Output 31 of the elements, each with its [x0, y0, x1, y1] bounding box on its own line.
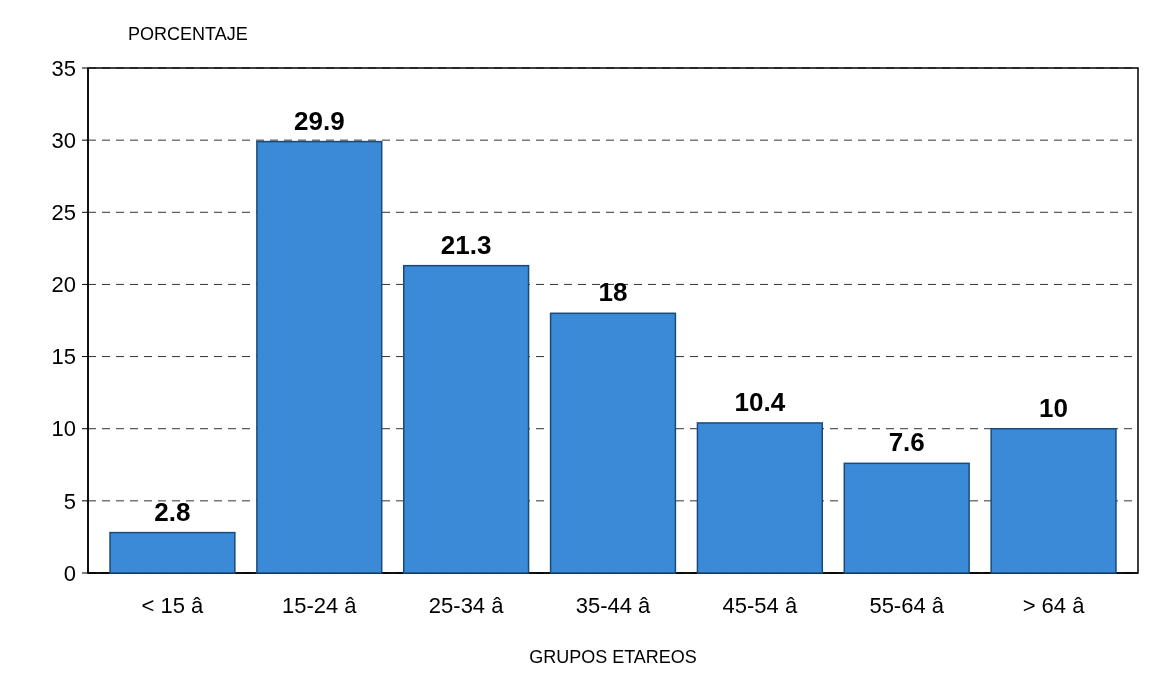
x-axis-title: GRUPOS ETAREOS: [529, 647, 697, 667]
y-tick-label: 10: [51, 416, 76, 442]
y-axis-title: PORCENTAJE: [128, 24, 248, 44]
bar: [109, 531, 236, 574]
x-tick-label: 55-64 â: [869, 593, 945, 618]
y-tick-label: 25: [51, 199, 76, 225]
y-tick-label: 35: [51, 55, 76, 81]
data-label: 7.6: [888, 427, 925, 458]
y-tick-label: 5: [63, 488, 76, 514]
bar: [256, 140, 383, 574]
x-tick-label: < 15 â: [141, 593, 205, 618]
bar: [696, 422, 824, 574]
bar: [549, 312, 677, 574]
y-tick-label: 15: [51, 344, 76, 370]
data-label: 29.9: [293, 105, 345, 136]
x-tick-label: 25-34 â: [428, 593, 505, 618]
x-tick-label: 15-24 â: [281, 593, 358, 618]
bar: [843, 462, 970, 574]
x-tick-label: > 64 â: [1022, 593, 1086, 618]
data-label: 18: [598, 277, 628, 308]
x-tick-label: 35-44 â: [575, 593, 652, 618]
x-tick-label: 45-54 â: [722, 593, 798, 618]
bar: [402, 264, 530, 574]
data-label: 2.8: [154, 496, 191, 527]
data-label: 21.3: [440, 229, 492, 260]
y-tick-label: 20: [51, 272, 76, 298]
data-label: 10.4: [734, 386, 786, 417]
y-tick-label: 0: [63, 560, 76, 586]
y-tick-label: 30: [51, 127, 76, 153]
data-label: 10: [1039, 392, 1069, 423]
bar: [990, 427, 1117, 574]
